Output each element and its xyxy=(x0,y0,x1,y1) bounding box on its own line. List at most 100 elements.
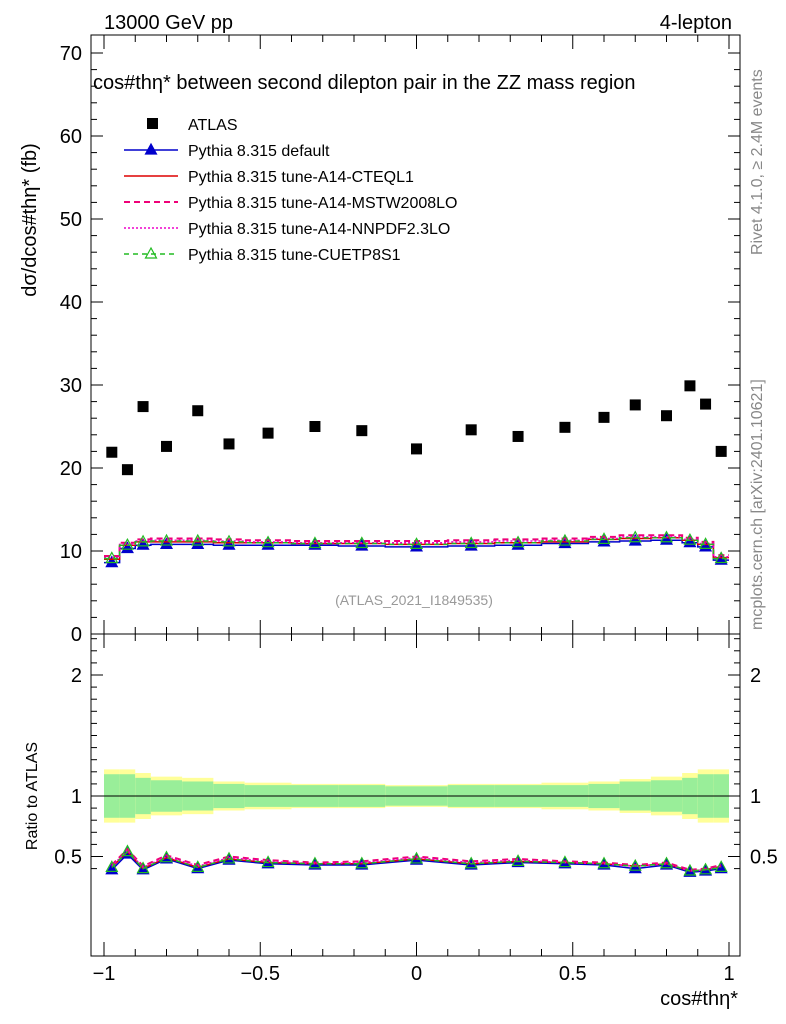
series-marker xyxy=(261,535,275,548)
ratio-series-marker xyxy=(355,856,369,869)
data-point-atlas xyxy=(465,424,477,436)
data-point-atlas xyxy=(684,380,696,392)
ratio-series-marker xyxy=(261,855,275,868)
data-point-atlas xyxy=(629,399,641,411)
ratio-series-line xyxy=(111,847,722,871)
x-tick-label: 1 xyxy=(723,963,734,985)
header-right: 4-lepton xyxy=(660,12,732,34)
ratio-series-marker xyxy=(699,862,713,875)
legend-marker xyxy=(144,246,158,259)
data-point-atlas xyxy=(309,421,321,432)
data-point-atlas xyxy=(411,443,422,455)
ratio-series-marker xyxy=(136,861,150,874)
main-ytick-label: 0 xyxy=(71,624,82,646)
ratio-ytick-label: 1 xyxy=(71,786,82,808)
main-axes: 0 10 20 30 40 50 60 70 xyxy=(60,35,740,646)
legend-marker xyxy=(144,142,158,155)
ratio-series-marker xyxy=(409,851,424,864)
ratio-series-marker xyxy=(159,850,174,863)
legend-label: ATLAS xyxy=(188,117,238,134)
x-tick-label: −0.5 xyxy=(241,963,280,985)
data-point-atlas xyxy=(715,445,727,457)
ratio-series-marker xyxy=(597,856,611,869)
ratio-series-marker xyxy=(308,856,322,869)
ratio-marks xyxy=(105,844,728,877)
series-marker xyxy=(136,534,150,547)
ratio-series-marker xyxy=(222,851,236,864)
series-marker xyxy=(159,537,174,549)
data-point-atlas xyxy=(262,427,274,439)
series-marker xyxy=(628,530,642,543)
series-marker xyxy=(222,534,236,547)
ratio-bands xyxy=(91,769,740,823)
series-marker xyxy=(191,533,205,546)
ratio-ytick-label-right: 1 xyxy=(750,786,761,808)
data-point-atlas xyxy=(598,411,610,423)
data-point-atlas xyxy=(161,440,172,452)
legend-label: Pythia 8.315 tune-A14-NNPDF2.3LO xyxy=(188,221,450,238)
ratio-ytick-label-right: 2 xyxy=(750,665,761,687)
series-marker xyxy=(699,537,713,549)
data-point-atlas xyxy=(512,430,524,442)
ratio-series-marker xyxy=(464,856,478,869)
ratio-series-marker xyxy=(191,860,205,872)
x-tick-label: 0.5 xyxy=(559,963,587,985)
x-tick-label: 0 xyxy=(411,963,422,985)
series-marker xyxy=(222,537,236,550)
ratio-series-line xyxy=(111,850,722,872)
ratio-ytick-label: 2 xyxy=(71,665,82,687)
main-ytick-label: 30 xyxy=(60,375,82,397)
series-line xyxy=(104,534,729,557)
legend-label: Pythia 8.315 tune-CUETP8S1 xyxy=(188,247,401,264)
rivet-label: Rivet 4.1.0, ≥ 2.4M events xyxy=(749,69,766,255)
series-marker xyxy=(355,536,369,549)
series-marker xyxy=(464,536,478,549)
main-panel: cos#thη* between second dilepton pair in… xyxy=(19,34,741,646)
chart-title: cos#thη* between second dilepton pair in… xyxy=(93,72,636,94)
ratio-panel: 0.5 0.5 1 1 2 2 −1 −0.5 0 0.5 1 Ratio to ATLAS xyxy=(24,633,778,985)
series-marker xyxy=(308,536,322,549)
x-axis-label: cos#thη* xyxy=(660,988,738,1010)
data-point-atlas xyxy=(121,464,133,476)
legend-label: Pythia 8.315 tune-A14-MSTW2008LO xyxy=(188,195,457,212)
main-ytick-label: 10 xyxy=(60,541,82,563)
series-marker xyxy=(409,537,424,549)
data-point-atlas xyxy=(223,438,235,450)
data-point-atlas xyxy=(559,421,571,433)
main-ylabel: dσ/dcos#thη* (fb) xyxy=(19,143,41,297)
legend-label: Pythia 8.315 default xyxy=(188,143,330,160)
series-marker xyxy=(597,532,611,544)
series-marker xyxy=(558,533,572,546)
data-point-atlas xyxy=(356,425,368,437)
series-marker xyxy=(136,537,150,550)
header-left: 13000 GeV pp xyxy=(104,12,233,34)
watermark: (ATLAS_2021_I1849535) xyxy=(335,592,493,608)
x-tick-label: −1 xyxy=(93,963,116,985)
ratio-series-marker xyxy=(628,858,642,871)
ratio-series-marker xyxy=(558,855,572,868)
ratio-series-marker xyxy=(714,860,728,872)
ratio-series-marker xyxy=(683,863,697,876)
main-ytick-label: 40 xyxy=(60,292,82,314)
series-marker xyxy=(683,532,697,545)
main-ytick-label: 50 xyxy=(60,209,82,231)
series-line xyxy=(104,539,729,564)
ratio-ytick-label-right: 0.5 xyxy=(750,847,778,869)
data-point-atlas xyxy=(700,398,712,410)
ratio-series-marker xyxy=(120,844,134,857)
series-line xyxy=(104,536,729,560)
series-marker xyxy=(120,541,134,554)
mcplots-label: mcplots.cern.ch [arXiv:2401.10621] xyxy=(749,379,766,630)
legend-marker xyxy=(147,118,158,129)
data-point-atlas xyxy=(137,401,149,413)
main-ytick-label: 70 xyxy=(60,43,82,65)
main-ytick-label: 60 xyxy=(60,126,82,148)
ratio-series-line xyxy=(111,849,722,872)
ratio-frame xyxy=(90,633,741,957)
series-marker xyxy=(511,535,525,548)
data-point-atlas xyxy=(192,405,204,417)
series-marker xyxy=(628,533,642,546)
main-marks xyxy=(104,380,729,568)
ratio-series-marker xyxy=(659,856,674,869)
